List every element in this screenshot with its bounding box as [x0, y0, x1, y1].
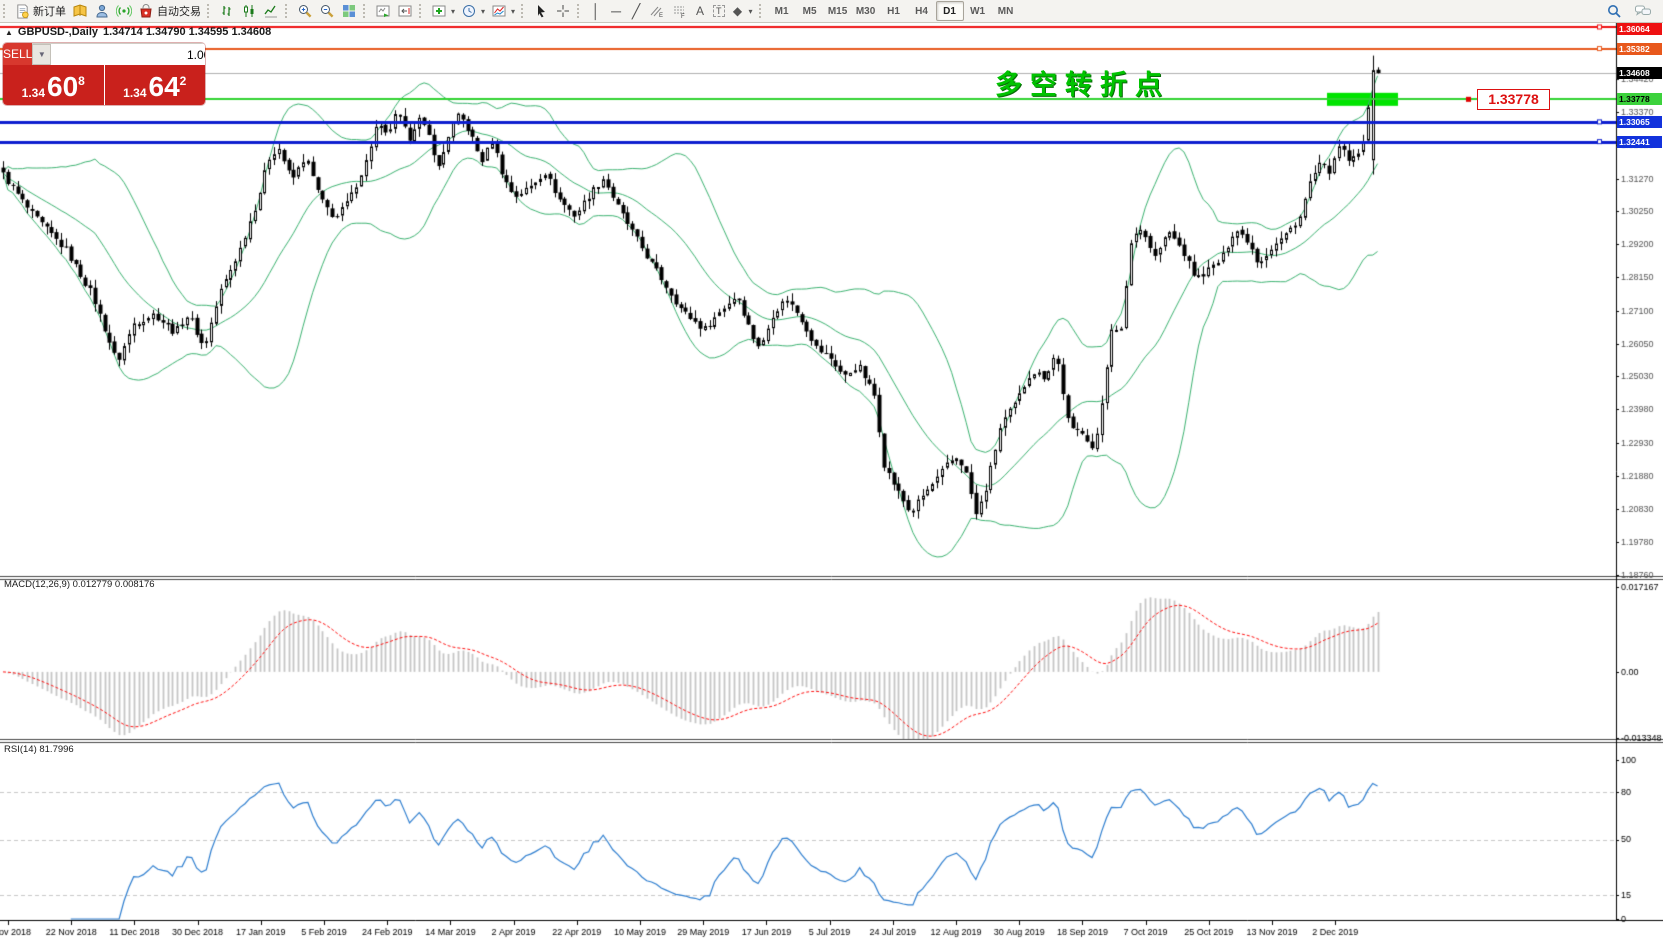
toolbar-grip: [363, 4, 368, 18]
svg-text:F: F: [681, 14, 685, 19]
vertical-line-icon: │: [591, 3, 601, 19]
toolbar-grip: [419, 4, 424, 18]
volume-control: ▼ ▲: [32, 43, 205, 65]
bar-chart-button[interactable]: [216, 1, 238, 21]
fibonacci-tool[interactable]: F: [668, 1, 690, 21]
text-tool[interactable]: A: [690, 1, 710, 21]
search-button[interactable]: [1603, 1, 1625, 21]
timeframe-w1[interactable]: W1: [970, 5, 986, 17]
new-order-label: 新订单: [33, 6, 66, 18]
channel-icon: E: [649, 3, 665, 19]
candlestick-chart-icon: [241, 3, 257, 19]
auto-trading-button[interactable]: 自动交易: [135, 1, 204, 21]
candlestick-chart-button[interactable]: [238, 1, 260, 21]
zoom-in-icon: [297, 3, 313, 19]
templates-button[interactable]: ▾: [488, 1, 518, 21]
buy-price-button[interactable]: 1.34 64 2: [104, 65, 205, 105]
buy-price-pip: 2: [179, 74, 187, 88]
signals-button[interactable]: [113, 1, 135, 21]
toolbar-grip: [285, 4, 290, 18]
auto-scroll-icon: [375, 3, 391, 19]
zoom-out-button[interactable]: [316, 1, 338, 21]
toolbar-grip: [577, 4, 582, 18]
zoom-in-button[interactable]: [294, 1, 316, 21]
new-order-icon: [15, 3, 30, 19]
chart-window: ▲ GBPUSD-,Daily 1.34714 1.34790 1.34595 …: [0, 23, 1663, 947]
timeframe-m30[interactable]: M30: [855, 5, 876, 17]
chevron-down-icon: ▾: [511, 6, 516, 16]
equidistant-channel-tool[interactable]: E: [646, 1, 668, 21]
crosshair-icon: [555, 3, 571, 19]
horizontal-line-icon: ─: [611, 3, 621, 19]
timeframe-m5[interactable]: M5: [802, 5, 817, 17]
indicators-button[interactable]: ▾: [428, 1, 458, 21]
horizontal-line-tool[interactable]: ─: [606, 1, 626, 21]
cursor-icon: [533, 3, 549, 19]
chevron-down-icon: ▾: [748, 6, 753, 16]
toolbar-grip: [521, 4, 526, 18]
timeframe-d1[interactable]: D1: [935, 1, 964, 21]
auto-trading-icon: [138, 3, 154, 19]
arrows-icon: ◆: [732, 4, 743, 18]
chat-button[interactable]: [1631, 1, 1655, 21]
add-indicator-icon: [431, 3, 447, 19]
chevron-down-icon: ▼: [37, 50, 46, 59]
sell-price-big: 60: [47, 71, 79, 102]
timeframe-m1[interactable]: M1: [774, 5, 789, 17]
bar-chart-icon: [219, 3, 235, 19]
sell-price-pip: 8: [78, 74, 85, 88]
chat-icon: [1634, 3, 1652, 19]
new-order-button[interactable]: 新订单: [12, 1, 69, 21]
zoom-out-icon: [319, 3, 335, 19]
line-chart-icon: [263, 3, 279, 19]
buy-price-small: 1.34: [123, 86, 147, 100]
periods-button[interactable]: ▾: [458, 1, 488, 21]
crosshair-tool-button[interactable]: [552, 1, 574, 21]
auto-trading-label: 自动交易: [157, 6, 201, 18]
clock-icon: [461, 3, 477, 19]
tile-windows-icon: [341, 3, 357, 19]
text-icon: A: [696, 4, 705, 18]
profile-icon: [94, 3, 110, 19]
chevron-down-icon: ▾: [451, 6, 456, 16]
timeframe-h1[interactable]: H1: [887, 5, 900, 17]
chart-shift-button[interactable]: [394, 1, 416, 21]
svg-text:E: E: [659, 13, 663, 19]
accounts-button[interactable]: [69, 1, 91, 21]
trendline-tool[interactable]: ╱: [626, 1, 646, 21]
line-chart-button[interactable]: [260, 1, 282, 21]
toolbar-grip: [207, 4, 212, 18]
signal-icon: [116, 3, 132, 19]
arrows-tool[interactable]: ◆ ▾: [728, 1, 756, 21]
chart-canvas[interactable]: [0, 23, 1663, 947]
chart-shift-icon: [397, 3, 413, 19]
profile-button[interactable]: [91, 1, 113, 21]
text-label-tool[interactable]: T: [710, 1, 728, 21]
timeframe-h4[interactable]: H4: [915, 5, 928, 17]
timeframe-mn[interactable]: MN: [997, 5, 1014, 17]
tile-windows-button[interactable]: [338, 1, 360, 21]
volume-input[interactable]: [51, 44, 205, 65]
timeframe-m15[interactable]: M15: [827, 5, 848, 17]
text-label-icon: T: [713, 5, 725, 17]
fibonacci-icon: F: [671, 3, 687, 19]
cursor-tool-button[interactable]: [530, 1, 552, 21]
toolbar-grip: [3, 4, 8, 18]
book-icon: [72, 3, 88, 19]
template-icon: [491, 3, 507, 19]
toolbar-grip: [758, 4, 764, 18]
sell-button[interactable]: SELL: [3, 43, 33, 65]
chevron-down-icon: ▾: [481, 6, 486, 16]
one-click-trading-panel: SELL ▼ ▲ BUY 1.34 60 8 1.34 64 2: [3, 43, 205, 105]
search-icon: [1606, 3, 1622, 19]
auto-scroll-button[interactable]: [372, 1, 394, 21]
trendline-icon: ╱: [631, 2, 641, 19]
buy-price-big: 64: [148, 71, 180, 102]
sell-price-small: 1.34: [21, 86, 45, 100]
vertical-line-tool[interactable]: │: [586, 1, 606, 21]
sell-price-button[interactable]: 1.34 60 8: [3, 65, 104, 105]
volume-decrease-button[interactable]: ▼: [32, 44, 52, 65]
main-toolbar: 新订单 自动交易 ▾ ▾ ▾ │ ─ ╱ E F A T ◆ ▾ M1 M5 M1…: [0, 0, 1663, 23]
